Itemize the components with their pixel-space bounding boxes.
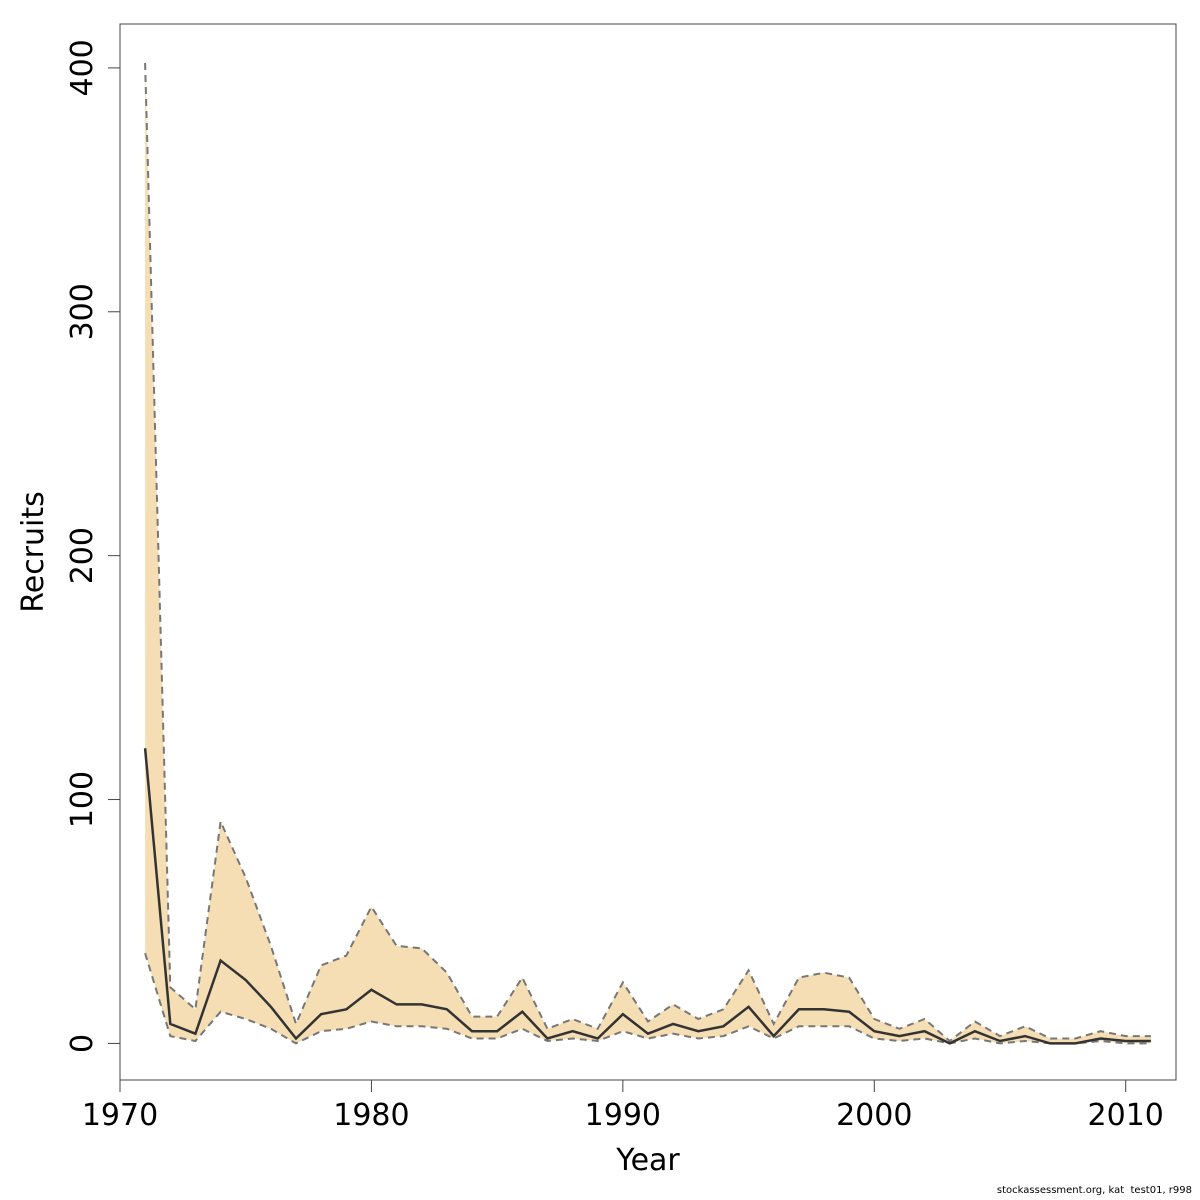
estimate-line [143, 748, 1151, 1045]
y-tick-label: 300 [65, 283, 100, 340]
x-axis-title: Year [615, 1143, 680, 1178]
upper-bound-line [144, 62, 1151, 1043]
y-tick-label: 100 [65, 771, 100, 828]
x-tick-label: 1970 [82, 1098, 158, 1133]
y-tick-label: 400 [65, 39, 100, 96]
y-axis: 0 100 200 300 400 [65, 39, 121, 1053]
y-tick-label: 200 [65, 527, 100, 584]
x-tick-label: 2010 [1088, 1098, 1164, 1133]
y-tick-label: 0 [65, 1034, 100, 1053]
plot-frame [119, 23, 1177, 1081]
x-axis: 1970 1980 1990 2000 2010 [82, 1079, 1164, 1133]
footer-credit: stockassessment.org, kat test01, r998 [996, 1185, 1192, 1196]
y-axis-title: Recruits [16, 491, 51, 613]
x-tick-label: 2000 [836, 1098, 912, 1133]
x-tick-label: 1980 [333, 1098, 409, 1133]
x-tick-label: 1990 [585, 1098, 661, 1133]
confidence-band [145, 63, 1151, 1044]
